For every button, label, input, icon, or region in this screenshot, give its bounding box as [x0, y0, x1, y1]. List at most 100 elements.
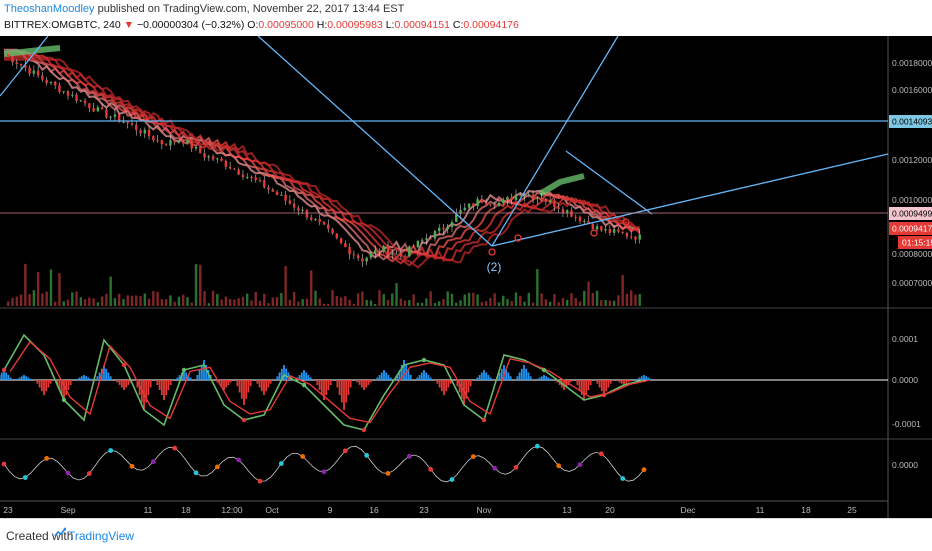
macd-hist-bar [307, 375, 310, 380]
macd-hist-bar [438, 380, 441, 388]
volume-bar [348, 299, 351, 306]
macd-hist-bar [483, 370, 485, 380]
volume-bar [459, 300, 462, 306]
macd-hist-bar [176, 377, 179, 380]
trendline-2[interactable] [257, 36, 493, 247]
osc-dot [641, 467, 647, 473]
macd-hist-bar [229, 380, 232, 383]
macd-hist-bar [107, 372, 110, 380]
candle-body [630, 236, 633, 238]
osc-dot [385, 471, 391, 476]
macd-hist-bar [78, 377, 81, 380]
osc-scale[interactable]: 0.0000 [892, 460, 918, 470]
macd-hist-bar [16, 378, 19, 380]
volume-bar [49, 269, 53, 306]
macd-hist-bar [369, 380, 372, 383]
macd-hist-bar [236, 380, 239, 387]
volume-bar [318, 298, 321, 306]
trendline-support[interactable] [491, 153, 889, 247]
volume-bar [450, 293, 454, 306]
author-link[interactable]: TheoshanMoodley [4, 3, 95, 15]
candle-body [305, 209, 309, 218]
cross-marker [601, 392, 607, 398]
macd-scale[interactable]: 0.0001 0.0000 -0.0001 [892, 334, 921, 429]
macd-hist-bar [456, 380, 459, 387]
macd-hist-bar [20, 376, 23, 380]
candle-body [19, 63, 23, 66]
macd-hist-bar [647, 377, 650, 380]
volume-bar [412, 294, 415, 306]
volume-bar [514, 292, 518, 306]
osc-dot [556, 463, 562, 469]
candle-body [92, 108, 95, 112]
volume-bar [399, 298, 402, 306]
volume-bar [182, 294, 185, 306]
macd-hist-bar [458, 380, 461, 393]
candle-body [49, 81, 53, 84]
cross-marker [541, 367, 547, 373]
trendline-wedge[interactable] [565, 150, 653, 215]
volume-bar [630, 290, 633, 306]
macd-hist-bar [487, 375, 490, 380]
volume-bar [561, 298, 565, 306]
volume-bar [314, 290, 317, 306]
macd-hist-bar [178, 375, 181, 380]
tradingview-brand-label: TradingView [68, 529, 135, 543]
candle-body [109, 116, 112, 118]
volume-bar [386, 299, 390, 306]
macd-hist-bar [29, 378, 32, 380]
macd-hist-bar [109, 376, 112, 380]
macd-hist-bar [607, 380, 610, 388]
candle-body [322, 221, 326, 225]
osc-dot [257, 478, 263, 484]
macd-hist-bar [538, 377, 541, 380]
volume-bar [604, 300, 607, 306]
volume-bar [54, 301, 57, 306]
macd-hist-bar [636, 378, 639, 380]
macd-hist-bar [525, 368, 528, 380]
osc-dot [22, 475, 28, 480]
cross-marker [421, 357, 427, 363]
macd-hist-bar [40, 380, 43, 392]
candle-body [126, 121, 129, 124]
candle-body [489, 204, 492, 206]
volume-bar [105, 293, 108, 306]
macd-hist-bar [43, 380, 45, 395]
macd-hist-bar [345, 380, 348, 403]
candle-body [548, 200, 552, 203]
macd-hist-bar [383, 370, 385, 380]
volume-bar [438, 301, 441, 306]
volume-bar [267, 303, 270, 306]
osc-dot [620, 476, 626, 481]
time-scale[interactable]: 23 Sep 11 18 12:00 Oct 9 16 23 Nov 13 20 Dec 11 18 25 [3, 505, 857, 515]
time-label: 16 [369, 505, 379, 515]
macd-hist-bar [585, 380, 588, 395]
candle-body [425, 238, 428, 240]
macd-hist-bar [469, 380, 472, 387]
volume-bar [233, 299, 236, 306]
time-label: 18 [181, 505, 191, 515]
macd-hist-bar [38, 380, 41, 388]
macd-hist-bar [303, 370, 305, 380]
volume-bar [344, 296, 347, 306]
drawings[interactable]: (2) [0, 36, 889, 274]
candle-body [617, 229, 620, 232]
macd-hist-bar [245, 380, 248, 399]
volume-bar [587, 281, 590, 306]
ma-line [4, 50, 641, 261]
trendline-1[interactable] [0, 36, 49, 97]
volume-bar [612, 300, 616, 306]
trendline-3[interactable] [491, 36, 619, 247]
osc-dot [108, 448, 114, 453]
macd-hist-bar [65, 380, 68, 395]
macd-hist-bar [423, 370, 425, 380]
time-label: 9 [328, 505, 333, 515]
macd-hist-bar [36, 380, 39, 384]
macd-hist-bar [440, 380, 443, 392]
macd-hist-bar [98, 372, 101, 380]
